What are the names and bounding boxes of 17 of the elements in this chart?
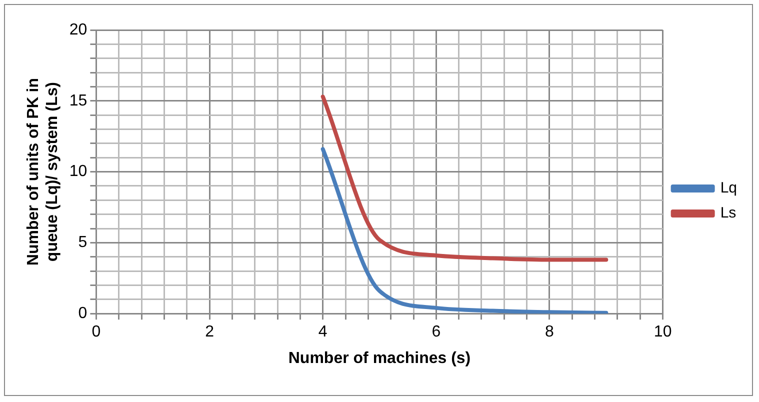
line-series <box>320 147 608 314</box>
legend-label: Ls <box>720 204 736 222</box>
y-tick-label: 0 <box>78 305 88 322</box>
x-tick-label: 10 <box>654 324 672 341</box>
x-tick-label: 2 <box>205 324 214 341</box>
legend-label: Lq <box>720 180 738 197</box>
y-axis-title: Number of units of PK in queue (Lq)/ system (Ls) <box>25 78 62 266</box>
x-tick-label: 0 <box>92 324 101 341</box>
y-tick-label: 20 <box>69 21 88 38</box>
x-axis-title: Number of machines (s) <box>288 350 471 367</box>
x-tick-label: 6 <box>432 324 441 341</box>
y-tick-label: 15 <box>69 92 88 110</box>
x-tick-label: 8 <box>545 324 554 341</box>
y-tick-label: 10 <box>69 163 88 180</box>
line-series <box>320 94 608 262</box>
y-tick-label: 5 <box>78 234 88 252</box>
x-tick-label: 4 <box>318 324 328 341</box>
